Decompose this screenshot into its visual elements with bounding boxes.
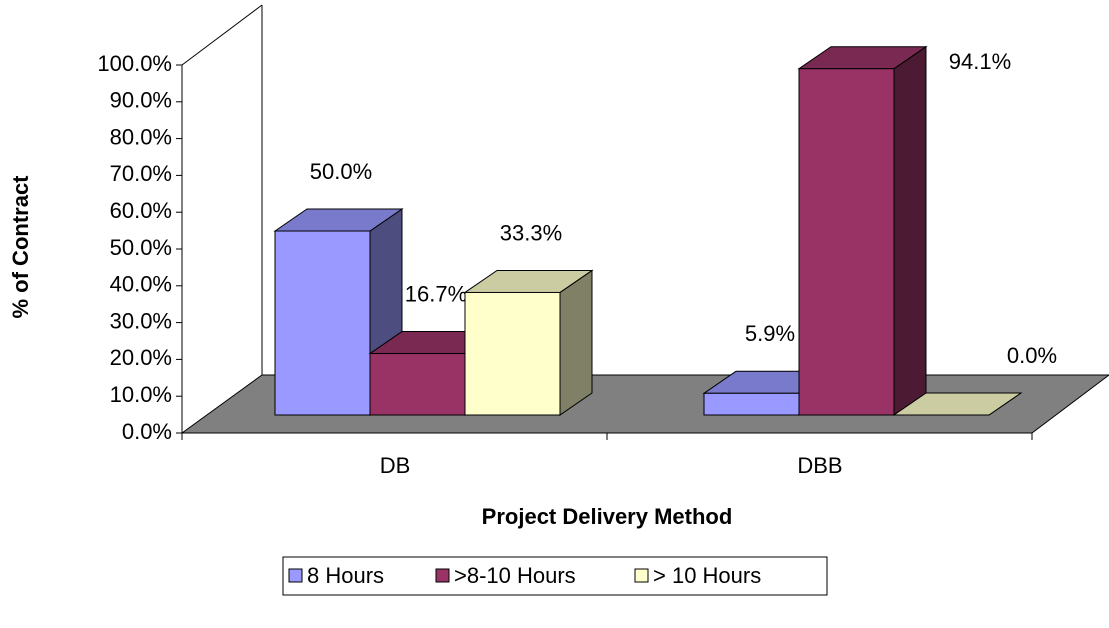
data-label: 16.7% xyxy=(405,281,467,306)
bar-side xyxy=(893,45,927,416)
data-label: 94.1% xyxy=(949,49,1011,74)
legend-swatch xyxy=(634,568,649,583)
y-tick-label: 90.0% xyxy=(110,88,172,113)
bar xyxy=(703,392,800,416)
y-axis-label: % of Contract xyxy=(8,175,33,319)
y-tick-label: 50.0% xyxy=(110,235,172,260)
x-axis-label: Project Delivery Method xyxy=(482,504,733,529)
side-wall-edge xyxy=(181,4,263,66)
x-tick-label: DB xyxy=(380,453,411,478)
bar xyxy=(274,230,371,416)
y-tick-label: 60.0% xyxy=(110,198,172,223)
legend-swatch xyxy=(435,568,450,583)
bar xyxy=(798,68,895,416)
bar-top xyxy=(892,392,1023,416)
legend-label: >8-10 Hours xyxy=(454,563,576,588)
legend-box xyxy=(282,556,828,596)
data-label: 5.9% xyxy=(745,321,795,346)
legend-swatch xyxy=(288,568,303,583)
y-tick-label: 70.0% xyxy=(110,161,172,186)
x-tick-label: DBB xyxy=(797,453,842,478)
bar xyxy=(464,291,561,416)
y-tick-label: 100.0% xyxy=(97,51,172,76)
y-tick-label: 20.0% xyxy=(110,345,172,370)
legend-label: > 10 Hours xyxy=(653,563,761,588)
y-tick-label: 30.0% xyxy=(110,308,172,333)
data-label: 0.0% xyxy=(1007,343,1057,368)
y-tick-label: 80.0% xyxy=(110,124,172,149)
y-tick-label: 0.0% xyxy=(122,419,172,444)
y-tick-label: 10.0% xyxy=(110,382,172,407)
bar xyxy=(369,353,466,416)
legend-label: 8 Hours xyxy=(307,563,384,588)
bar-side xyxy=(559,269,593,416)
data-label: 33.3% xyxy=(500,220,562,245)
y-tick-label: 40.0% xyxy=(110,272,172,297)
data-label: 50.0% xyxy=(310,159,372,184)
